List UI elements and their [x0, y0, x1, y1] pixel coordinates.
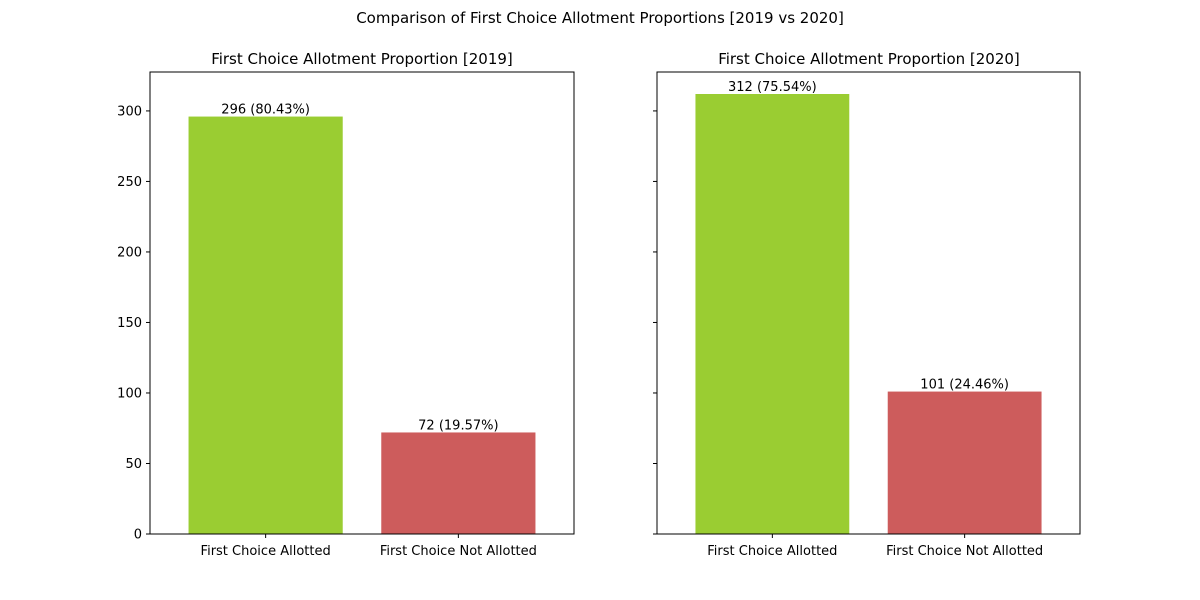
- left-panel: First Choice Allotment Proportion [2019]…: [117, 50, 575, 559]
- left-ytick-label-0: 0: [134, 528, 142, 543]
- left-ytick-label-5: 250: [117, 175, 142, 190]
- right-plot-area: 312 (75.54%) First Choice Allotted 101 (24…: [653, 71, 1081, 559]
- figure-title: Comparison of First Choice Allotment Pro…: [356, 9, 844, 27]
- left-ytick-label-1: 50: [125, 457, 142, 472]
- left-ytick-label-4: 200: [117, 245, 142, 260]
- left-bar-label-1: 72 (19.57%): [418, 418, 498, 433]
- left-xtick-label-0: First Choice Allotted: [201, 544, 331, 559]
- right-panel: First Choice Allotment Proportion [2020]…: [653, 50, 1081, 559]
- left-chart-title: First Choice Allotment Proportion [2019]: [211, 50, 513, 68]
- right-bar-label-0: 312 (75.54%): [728, 80, 817, 95]
- left-bar-0: [188, 116, 343, 535]
- left-ytick-label-3: 150: [117, 316, 142, 331]
- left-ytick-label-6: 300: [117, 104, 142, 119]
- right-bar-label-1: 101 (24.46%): [920, 378, 1009, 393]
- right-xtick-label-0: First Choice Allotted: [707, 544, 837, 559]
- left-ytick-label-2: 100: [117, 386, 142, 401]
- left-xtick-label-1: First Choice Not Allotted: [380, 544, 537, 559]
- left-plot-area: 296 (80.43%) First Choice Allotted 72 (19.…: [117, 71, 575, 559]
- right-xtick-label-1: First Choice Not Allotted: [886, 544, 1043, 559]
- right-bar-1: [887, 391, 1042, 534]
- left-axes-frame: [149, 71, 575, 535]
- right-chart-title: First Choice Allotment Proportion [2020]: [718, 50, 1020, 68]
- left-bar-1: [381, 432, 536, 534]
- right-axes-frame: [656, 71, 1081, 535]
- left-bar-label-0: 296 (80.43%): [221, 103, 310, 118]
- right-bar-0: [695, 94, 850, 534]
